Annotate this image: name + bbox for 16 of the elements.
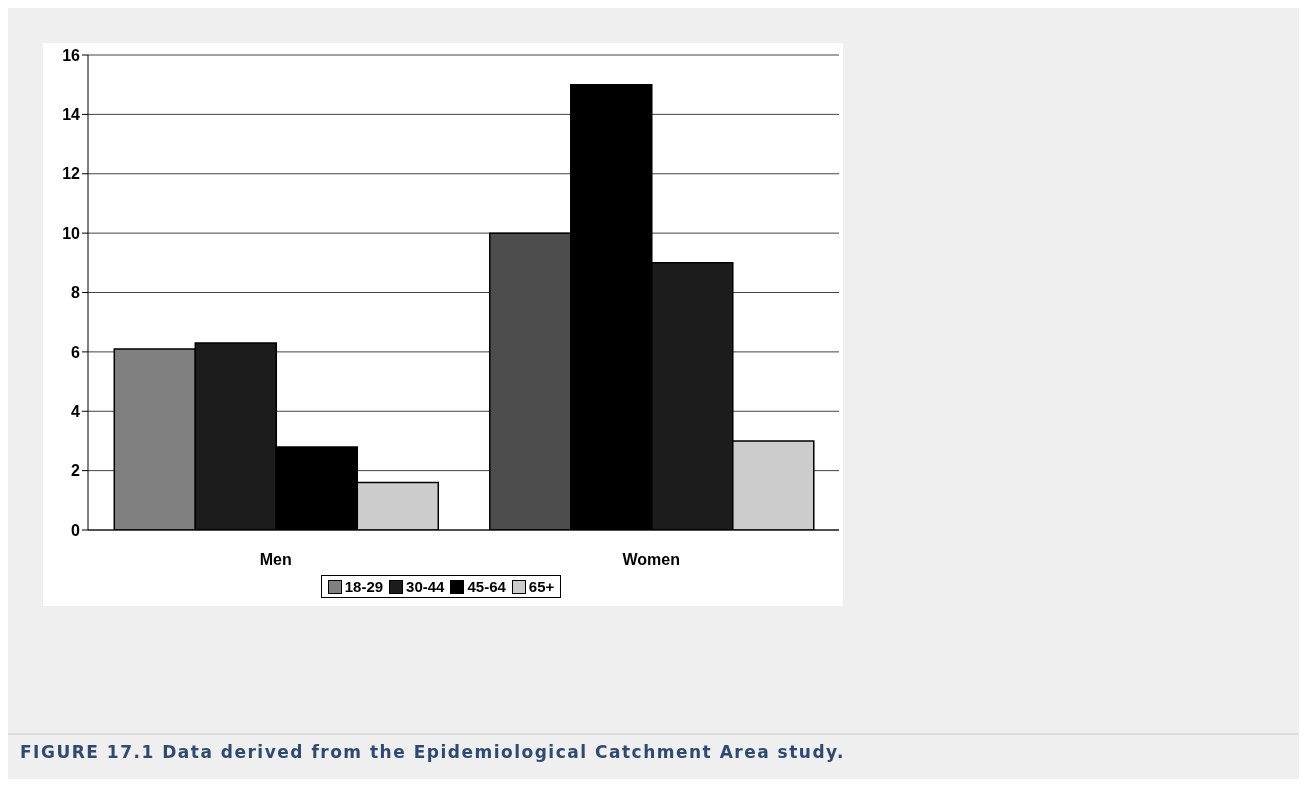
y-tick-label: 12 bbox=[62, 165, 81, 183]
y-tick-label: 0 bbox=[71, 521, 81, 539]
legend-label: 30-44 bbox=[405, 578, 445, 595]
y-tick-label: 8 bbox=[71, 284, 81, 302]
y-tick-label: 4 bbox=[71, 402, 81, 420]
y-tick-label: 2 bbox=[71, 462, 81, 480]
legend-label: 45-64 bbox=[466, 578, 506, 595]
legend-label: 18-29 bbox=[343, 578, 384, 595]
y-tick-label: 6 bbox=[71, 343, 81, 361]
y-tick-label: 10 bbox=[62, 224, 81, 242]
x-tick-label: Women bbox=[622, 551, 680, 569]
y-tick-label: 16 bbox=[62, 46, 81, 64]
legend-label: 65+ bbox=[527, 578, 555, 595]
y-tick-label: 14 bbox=[62, 106, 81, 124]
x-tick-label: Men bbox=[259, 551, 292, 569]
caption: FIGURE 17.1 Data derived from the Epidemiological Catchment Area study. bbox=[20, 742, 846, 762]
